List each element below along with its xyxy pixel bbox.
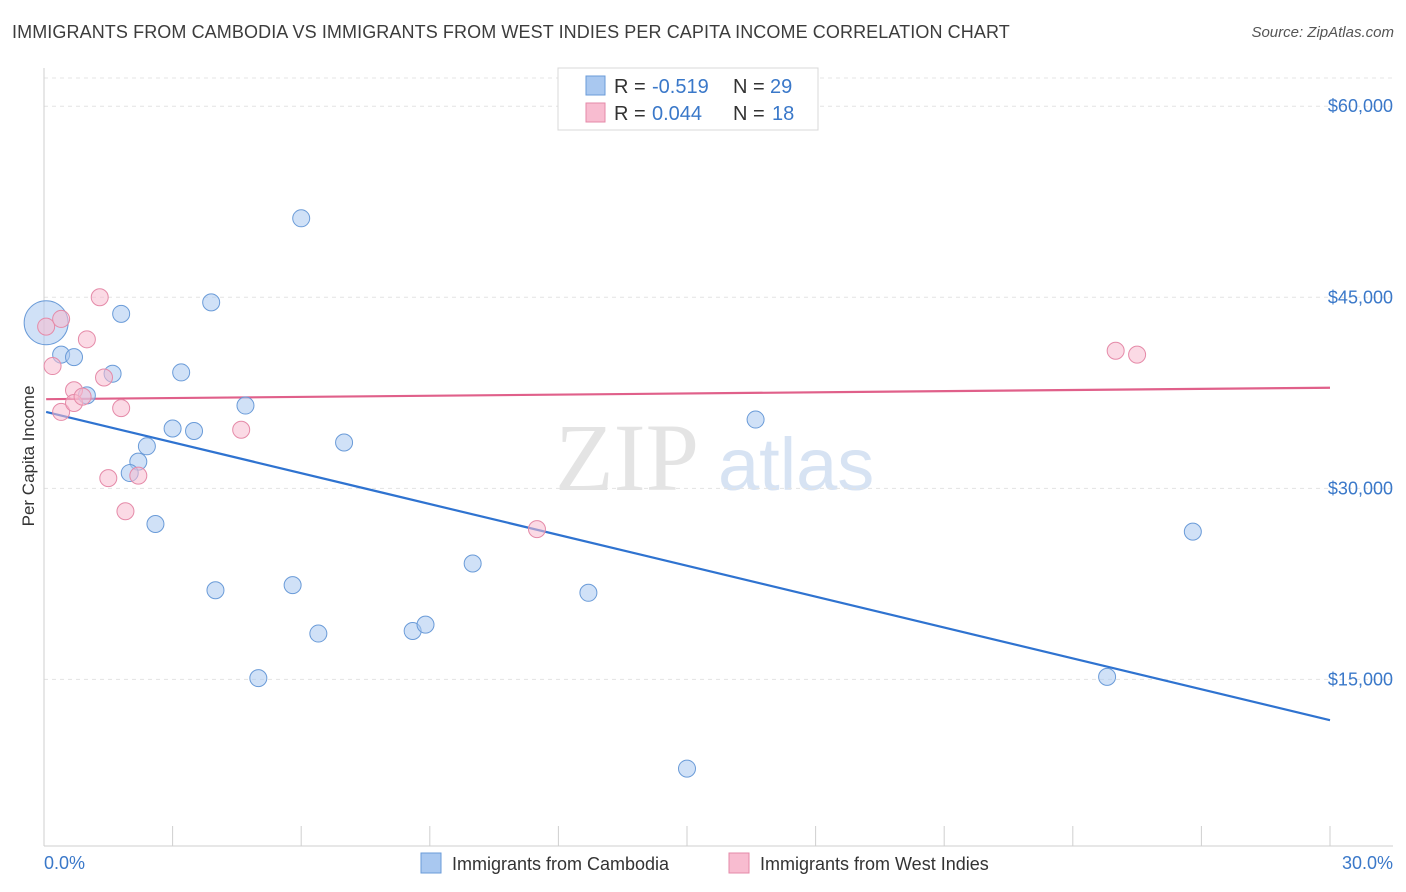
data-point-west-indies: [77, 330, 96, 349]
data-point-cambodia: [678, 759, 696, 778]
data-point-cambodia: [249, 669, 268, 688]
data-point-cambodia: [283, 576, 302, 595]
data-point-west-indies: [129, 466, 148, 485]
data-point-cambodia: [65, 348, 84, 367]
data-point-west-indies: [52, 309, 71, 328]
legend-r-value-west-indies: 0.044: [652, 103, 702, 125]
y-axis-label: Per Capita Income: [19, 386, 38, 527]
legend-swatch-west-indies: [585, 102, 606, 123]
chart-title: IMMIGRANTS FROM CAMBODIA VS IMMIGRANTS F…: [12, 22, 1010, 42]
y-tick-label: $15,000: [1328, 669, 1393, 689]
legend-r-value-cambodia: -0.519: [652, 76, 709, 98]
data-point-west-indies: [232, 420, 251, 439]
data-point-cambodia: [579, 583, 598, 602]
data-point-west-indies: [116, 502, 135, 521]
bottom-legend-swatch-west-indies: [728, 852, 750, 874]
data-point-west-indies: [1106, 341, 1125, 360]
bottom-legend-label-cambodia: Immigrants from Cambodia: [452, 854, 670, 874]
data-point-cambodia: [236, 396, 255, 415]
data-point-cambodia: [1183, 522, 1202, 541]
data-point-west-indies: [52, 402, 71, 421]
legend-r-label-west-indies: R =: [614, 103, 646, 125]
legend-n-label-cambodia: N =: [733, 76, 765, 98]
data-point-cambodia: [292, 209, 311, 228]
legend-n-value-west-indies: 18: [772, 103, 794, 125]
data-point-west-indies: [43, 357, 62, 376]
axes: $15,000 $30,000 $45,000 $60,000: [43, 68, 1393, 847]
data-point-cambodia: [206, 581, 225, 600]
series-legend: Immigrants from Cambodia Immigrants from…: [420, 852, 989, 874]
data-point-cambodia: [137, 437, 156, 456]
data-point-west-indies: [112, 399, 131, 418]
legend-r-label-cambodia: R =: [614, 76, 646, 98]
bottom-legend-label-west-indies: Immigrants from West Indies: [760, 854, 989, 874]
y-tick-label: $60,000: [1328, 96, 1393, 116]
data-point-cambodia: [172, 363, 191, 382]
data-point-west-indies: [73, 387, 92, 406]
data-point-cambodia: [309, 624, 328, 643]
legend-n-label-west-indies: N =: [733, 103, 765, 125]
data-point-west-indies: [527, 520, 546, 539]
data-point-west-indies: [99, 469, 118, 488]
data-point-west-indies: [1128, 345, 1147, 364]
bottom-legend-swatch-cambodia: [420, 852, 442, 874]
legend-swatch-cambodia: [585, 75, 606, 96]
y-tick-label: $30,000: [1328, 478, 1393, 498]
watermark-zip: ZIP: [555, 404, 699, 511]
correlation-legend: R = -0.519 N = 29 R = 0.044 N = 18: [557, 67, 819, 131]
gridlines: [44, 77, 1393, 680]
source-label: Source: ZipAtlas.com: [1251, 24, 1394, 41]
data-point-cambodia: [112, 304, 131, 323]
data-point-cambodia: [1098, 667, 1117, 686]
trend-line-west-indies: [46, 386, 1331, 401]
data-point-cambodia: [163, 419, 182, 438]
data-point-cambodia: [335, 433, 354, 452]
data-point-west-indies: [90, 288, 109, 307]
data-point-cambodia: [146, 515, 165, 534]
data-point-cambodia: [185, 422, 204, 441]
x-tick-label-max: 30.0%: [1342, 853, 1393, 873]
watermark-atlas: atlas: [718, 423, 874, 506]
x-tick-label-min: 0.0%: [44, 853, 85, 873]
data-point-cambodia: [202, 293, 221, 312]
trend-lines: [45, 386, 1331, 722]
data-point-west-indies: [37, 317, 56, 336]
data-point-west-indies: [95, 368, 114, 387]
trend-line-cambodia: [45, 410, 1331, 722]
y-tick-label: $45,000: [1328, 287, 1393, 307]
data-points: [23, 209, 1202, 778]
legend-n-value-cambodia: 29: [770, 76, 792, 98]
data-point-cambodia: [746, 410, 765, 429]
data-point-cambodia: [416, 615, 435, 634]
data-point-cambodia: [463, 554, 482, 573]
